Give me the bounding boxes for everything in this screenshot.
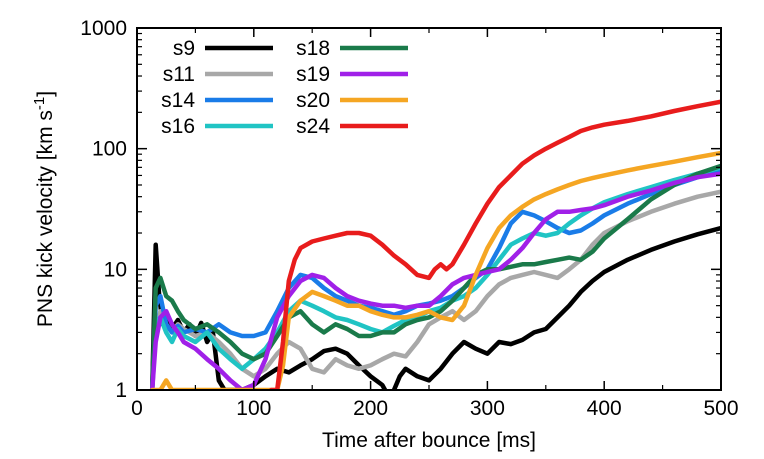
legend-label-s16: s16 [161, 115, 195, 138]
x-tick-label: 500 [703, 397, 738, 420]
series-line-s16 [149, 165, 721, 390]
y-axis-label-sup: -1 [31, 97, 48, 110]
x-tick-label: 300 [470, 397, 505, 420]
x-tick-label: 400 [587, 397, 622, 420]
series-layer [149, 99, 721, 390]
series-line-s24 [269, 99, 721, 390]
ticks-layer: 0 100 200 300 400 500 1 10 100 1000 [80, 17, 738, 420]
legend-label-s14: s14 [161, 89, 195, 112]
legend-label-s9: s9 [173, 37, 195, 60]
y-axis-label-main: PNS kick velocity [km s [34, 110, 57, 327]
y-tick-label: 1000 [80, 17, 127, 40]
x-tick-label: 100 [236, 397, 271, 420]
y-axis-label-end: ] [34, 91, 57, 97]
legend-label-s11: s11 [163, 63, 195, 86]
series-line-s18 [149, 163, 721, 390]
y-axis-label: PNS kick velocity [km s-1] [31, 91, 57, 327]
legend-label-s20: s20 [296, 89, 330, 112]
legend-label-s18: s18 [296, 37, 330, 60]
x-tick-label: 0 [131, 397, 143, 420]
y-tick-label: 100 [92, 138, 127, 161]
x-axis-label: Time after bounce [ms] [322, 429, 536, 452]
y-tick-label: 10 [104, 258, 127, 281]
series-line-s19 [149, 171, 721, 390]
x-tick-label: 200 [353, 397, 388, 420]
legend-label-s19: s19 [296, 63, 330, 86]
legend: s9 s11 s14 s16 s18 s19 s20 s24 [161, 37, 408, 138]
plot-area [137, 28, 721, 390]
y-tick-label: 1 [115, 379, 127, 402]
legend-label-s24: s24 [296, 115, 330, 138]
